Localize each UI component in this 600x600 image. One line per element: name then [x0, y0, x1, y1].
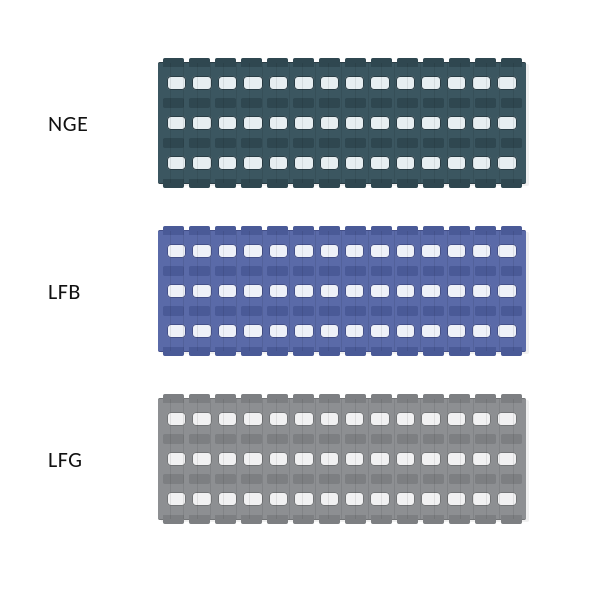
seam-overlay	[158, 399, 526, 519]
variant-code-label: LFB	[0, 278, 158, 305]
belt-swatch	[158, 398, 526, 520]
belt-swatch	[158, 230, 526, 352]
belt-variant-figure: NGE LFB LFG	[0, 0, 600, 600]
variant-code-label: NGE	[0, 110, 158, 137]
seam-overlay	[158, 231, 526, 351]
variant-row: LFB	[0, 224, 600, 358]
seam-overlay	[158, 63, 526, 183]
variant-row: NGE	[0, 56, 600, 190]
variant-row: LFG	[0, 392, 600, 526]
variant-code-label: LFG	[0, 446, 158, 473]
belt-swatch	[158, 62, 526, 184]
